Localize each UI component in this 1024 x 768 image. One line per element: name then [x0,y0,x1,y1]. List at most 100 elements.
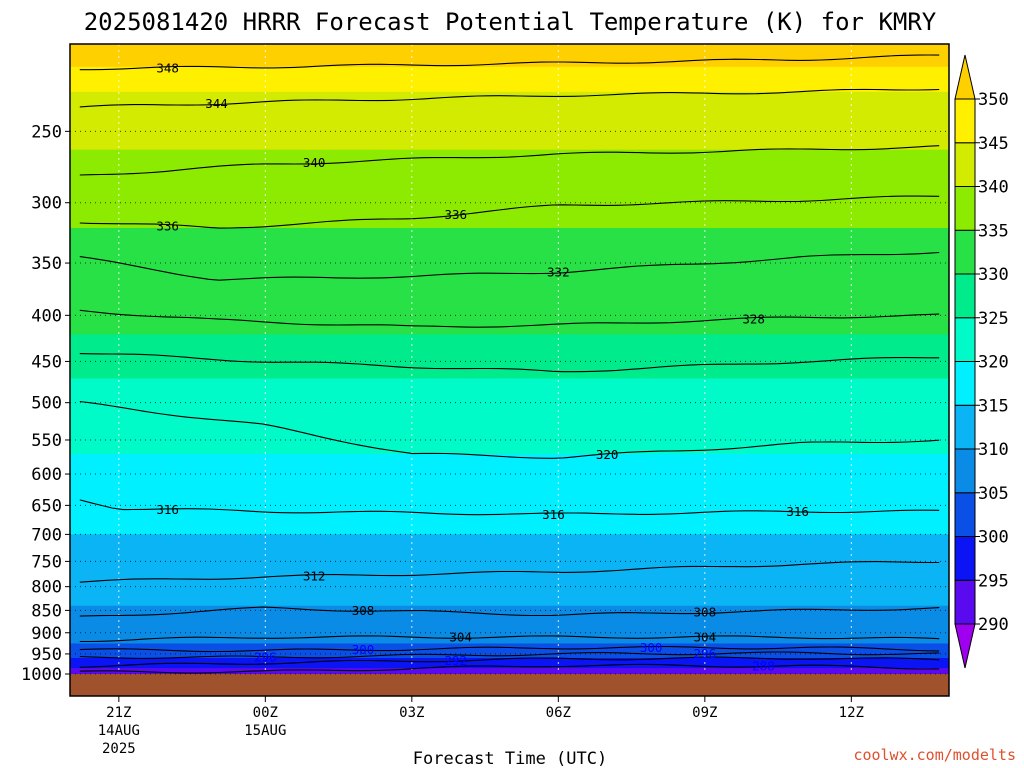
fill-band-295 [70,668,949,674]
contour-label: 328 [742,311,765,326]
contour-292 [79,656,940,668]
credit-text: coolwx.com/modelts [853,746,1016,764]
y-tick-label: 700 [31,525,62,545]
y-tick-label: 400 [31,306,62,326]
contour-label: 340 [303,155,326,170]
colorbar-label: 300 [978,528,1009,548]
colorbar-segment [954,579,976,625]
contour-label: 316 [786,504,809,519]
contour-label: 288 [752,658,775,673]
contour-label: 308 [352,603,375,618]
colorbar-label: 325 [978,309,1009,329]
x-tick-label: 03Z [399,705,424,721]
colorbar-segment [954,273,976,319]
colorbar-segment [954,536,976,581]
colorbar-segment [954,404,976,450]
chart-title: 2025081420 HRRR Forecast Potential Tempe… [84,8,937,36]
contour-label: 316 [156,502,179,517]
x-axis: 21Z 14AUG 2025 00Z 15AUG 03Z 06Z 09Z 12Z [98,696,864,757]
colorbar-min-arrow [954,623,976,669]
contour-label: 300 [640,640,663,655]
contour-336 [79,195,940,229]
y-tick-label: 500 [31,394,62,414]
y-tick-label: 300 [31,194,62,214]
y-tick-label: 800 [31,578,62,598]
contour-296 [79,651,940,659]
x-tick-label: 00Z [253,705,278,721]
contour-label: 332 [547,264,570,279]
contour-label: 336 [156,218,179,233]
colorbar-label: 305 [978,484,1009,504]
y-tick-label: 250 [31,122,62,142]
y-tick-label: 900 [31,624,62,644]
contour-label: 320 [596,447,619,462]
x-tick-label: 12Z [839,705,864,721]
colorbar: 290 295 300 305 310 315 320 325 330 335 340 345 350 [954,54,1009,669]
contour-304 [79,635,940,643]
contour-label: 292 [444,653,467,668]
plot-area: 288 292 296 296 300 300 304 304 308 308 312 316 316 3… [69,43,950,697]
contour-label: 304 [694,630,717,645]
colorbar-label: 345 [978,134,1009,154]
colorbar-segment [954,492,976,537]
y-tick-label: 450 [31,352,62,372]
contour-label: 296 [254,650,277,665]
contour-label: 308 [694,605,717,620]
contour-label: 304 [449,630,472,645]
colorbar-segment [954,361,976,406]
colorbar-label: 315 [978,396,1009,416]
x-tick-label: 06Z [546,705,571,721]
colorbar-label: 330 [978,265,1009,285]
colorbar-segment [954,229,976,275]
contour-label: 300 [352,642,375,657]
contour-320 [79,400,940,459]
x-tick-sublabel: 2025 [102,741,136,757]
colorbar-label: 290 [978,615,1009,635]
fill-bands [70,44,949,674]
y-tick-label: 650 [31,496,62,516]
y-tick-label: 600 [31,465,62,485]
contour-312 [79,561,940,583]
colorbar-segment [954,142,976,187]
y-tick-label: 350 [31,254,62,274]
colorbar-label: 320 [978,353,1009,373]
y-tick-label: 750 [31,552,62,572]
y-tick-label: 950 [31,645,62,665]
y-tick-label: 1000 [21,665,62,685]
contour-label: 348 [156,60,179,75]
y-tick-label: 850 [31,601,62,621]
x-axis-label: Forecast Time (UTC) [413,749,607,768]
x-tick-sublabel: 14AUG [98,723,140,739]
colorbar-max-arrow [954,54,976,100]
contour-340 [79,145,940,176]
colorbar-segment [954,317,976,362]
colorbar-segment [954,98,976,144]
contours: 288 292 296 296 300 300 304 304 308 308 312 316 316 3… [79,54,940,674]
ground [70,674,949,696]
contour-label: 336 [444,207,467,222]
plot-frame [69,43,950,697]
contour-label: 316 [542,507,565,522]
x-tick-label: 09Z [692,705,717,721]
x-tick-sublabel: 15AUG [244,723,286,739]
contour-label: 344 [205,96,228,111]
x-tick-label: 21Z [106,705,131,721]
contour-328 [79,309,940,328]
colorbar-segment [954,448,976,494]
contour-308 [79,606,940,617]
contour-332 [79,251,940,281]
contour-label: 296 [694,646,717,661]
contour-316 [79,499,940,516]
contour-348 [79,54,940,71]
contour-288 [79,663,940,674]
colorbar-segment [954,186,976,231]
contour-324 [79,353,940,373]
colorbar-label: 295 [978,571,1009,591]
y-tick-label: 550 [31,431,62,451]
y-axis: 250 300 350 400 450 500 550 600 650 700 750 800 850 9… [21,122,70,685]
contour-344 [79,88,940,108]
colorbar-label: 310 [978,440,1009,460]
colorbar-label: 350 [978,90,1009,110]
colorbar-label: 340 [978,178,1009,198]
